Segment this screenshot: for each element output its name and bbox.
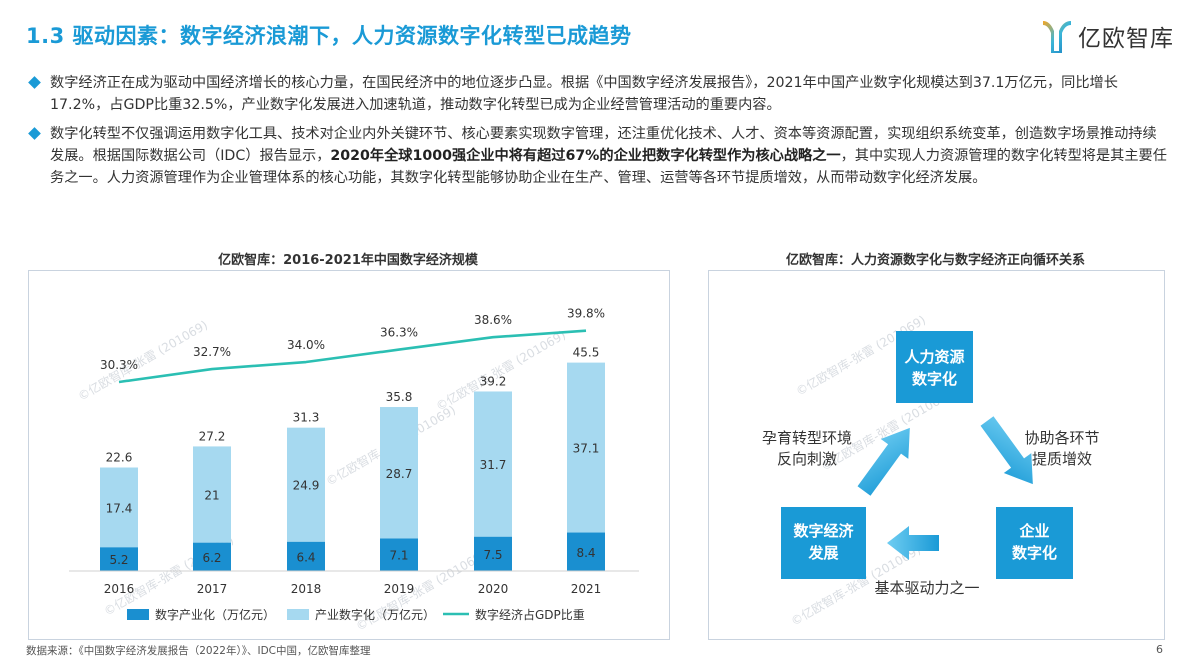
diamond-bullet-icon <box>28 127 41 140</box>
bar-digital-industrialization <box>193 542 231 571</box>
arrow-enterprise-to-de-icon <box>887 526 939 560</box>
bar-industrial-digitalization <box>193 446 231 543</box>
edge-label-hr-to-enterprise: 协助各环节 <box>1024 429 1099 447</box>
arrow-hr-to-enterprise-icon <box>980 416 1033 485</box>
brand-logo: 亿欧智库 <box>1040 16 1174 56</box>
page-number: 6 <box>1156 643 1163 656</box>
bullet-text: 数字化转型不仅强调运用数字化工具、技术对企业内外关键环节、核心要素实现数字管理，… <box>50 126 1157 164</box>
data-label-total: 35.8 <box>386 390 413 404</box>
x-tick-label: 2019 <box>384 582 415 596</box>
node-hr-digitalization: 人力资源 数字化 <box>896 331 973 403</box>
bar-digital-industrialization <box>474 536 512 571</box>
stacked-bar-chart: ©亿欧智库-张雷 (201069)©亿欧智库-张雷 (201069) ©亿欧智库-… <box>69 307 639 634</box>
bar-industrial-digitalization <box>567 362 605 533</box>
edge-label-hr-to-enterprise: 提质增效 <box>1032 450 1092 468</box>
data-label-digital-industrialization: 7.1 <box>389 549 408 563</box>
line-data-label: 30.3% <box>100 358 138 372</box>
data-label-total: 27.2 <box>199 429 226 443</box>
svg-text:企业: 企业 <box>1018 522 1049 540</box>
svg-text:数字化: 数字化 <box>912 370 957 388</box>
chart-title: 亿欧智库：2016-2021年中国数字经济规模 <box>218 253 478 268</box>
node-digital-economy: 数字经济 发展 <box>781 507 866 579</box>
line-data-label: 38.6% <box>474 313 512 327</box>
line-data-label: 39.8% <box>567 307 605 321</box>
data-label-industrial-digitalization: 24.9 <box>293 479 320 493</box>
bullet-text: 数字经济正在成为驱动中国经济增长的核心力量，在国民经济中的地位逐步凸显。根据《中… <box>50 75 1118 113</box>
bar-digital-industrialization <box>380 538 418 571</box>
bar-industrial-digitalization <box>100 467 138 548</box>
data-label-industrial-digitalization: 28.7 <box>386 467 413 481</box>
bar-digital-industrialization <box>567 532 605 571</box>
line-data-label: 36.3% <box>380 326 418 340</box>
data-label-total: 39.2 <box>480 374 507 388</box>
line-data-label: 34.0% <box>287 338 325 352</box>
data-label-total: 22.6 <box>106 450 133 464</box>
legend-label-digital-industrialization: 数字产业化（万亿元） <box>155 607 275 622</box>
data-label-total: 31.3 <box>293 411 320 425</box>
svg-text:发展: 发展 <box>807 544 838 562</box>
data-label-digital-industrialization: 8.4 <box>576 546 595 560</box>
edge-label-de-to-hr: 孕育转型环境 <box>762 429 852 447</box>
page-title: 1.3 驱动因素：数字经济浪潮下，人力资源数字化转型已成趋势 <box>26 24 632 48</box>
gdp-share-line <box>118 329 587 384</box>
svg-text:人力资源: 人力资源 <box>904 348 964 366</box>
bar-industrial-digitalization <box>287 427 325 542</box>
legend-swatch-industrial-digitalization <box>287 609 309 620</box>
bar-digital-industrialization <box>287 541 325 571</box>
legend-label-industrial-digitalization: 产业数字化（万亿元） <box>315 607 435 622</box>
bar-digital-industrialization <box>100 547 138 571</box>
data-label-industrial-digitalization: 17.4 <box>106 501 133 515</box>
edge-label-enterprise-to-de: 基本驱动力之一 <box>874 579 979 597</box>
x-tick-label: 2021 <box>571 582 602 596</box>
diagram-title: 亿欧智库：人力资源数字化与数字经济正向循环关系 <box>785 253 1085 268</box>
arrow-de-to-hr-icon <box>857 427 910 496</box>
data-label-digital-industrialization: 6.4 <box>296 550 315 564</box>
line-data-label: 32.7% <box>193 345 231 359</box>
diagram-panel: ©亿欧智库-张雷 (201069) ©亿欧智库-张雷 (201069) ©亿欧智… <box>708 270 1165 640</box>
chart-panel: ©亿欧智库-张雷 (201069) ©亿欧智库-张雷 (201069) ©亿欧智库-… <box>28 270 670 640</box>
x-tick-label: 2016 <box>104 582 135 596</box>
bullet-item: 数字化转型不仅强调运用数字化工具、技术对企业内外关键环节、核心要素实现数字管理，… <box>28 123 1168 189</box>
bar-industrial-digitalization <box>474 391 512 537</box>
legend-swatch-digital-industrialization <box>127 609 149 620</box>
svg-text:数字经济: 数字经济 <box>793 522 854 540</box>
data-source-note: 数据来源：《中国数字经济发展报告（2022年）》、IDC中国，亿欧智库整理 <box>26 645 371 657</box>
bullet-text: ，其中实现人力资源管理的数字化转型将是其主要任务之一。人力资源管理作为企业管理体… <box>50 148 1167 186</box>
data-label-industrial-digitalization: 21 <box>204 489 219 503</box>
data-label-industrial-digitalization: 31.7 <box>480 458 507 472</box>
logo-text: 亿欧智库 <box>1078 26 1174 52</box>
edge-label-de-to-hr: 反向刺激 <box>777 450 837 468</box>
bullet-highlight: 2020年全球1000强企业中将有超过67%的企业把数字化转型作为核心战略之一 <box>330 148 841 164</box>
cycle-diagram: ©亿欧智库-张雷 (201069) ©亿欧智库-张雷 (201069) ©亿欧智… <box>762 312 1100 629</box>
bullet-list: 数字经济正在成为驱动中国经济增长的核心力量，在国民经济中的地位逐步凸显。根据《中… <box>28 72 1168 196</box>
node-enterprise-digitalization: 企业 数字化 <box>996 507 1073 579</box>
watermark: ©亿欧智库-张雷 (201069) <box>75 317 210 404</box>
data-label-digital-industrialization: 6.2 <box>202 551 221 565</box>
data-label-total: 45.5 <box>573 346 600 360</box>
diamond-bullet-icon <box>28 76 41 89</box>
data-label-digital-industrialization: 7.5 <box>483 548 502 562</box>
bar-industrial-digitalization <box>380 407 418 539</box>
x-tick-label: 2020 <box>478 582 509 596</box>
bullet-item: 数字经济正在成为驱动中国经济增长的核心力量，在国民经济中的地位逐步凸显。根据《中… <box>28 72 1168 116</box>
data-label-digital-industrialization: 5.2 <box>109 553 128 567</box>
x-tick-label: 2017 <box>197 582 228 596</box>
legend-label-gdp-share: 数字经济占GDP比重 <box>475 607 585 622</box>
svg-text:数字化: 数字化 <box>1012 544 1057 562</box>
data-label-industrial-digitalization: 37.1 <box>573 442 600 456</box>
logo-icon <box>1043 21 1071 53</box>
x-tick-label: 2018 <box>291 582 322 596</box>
